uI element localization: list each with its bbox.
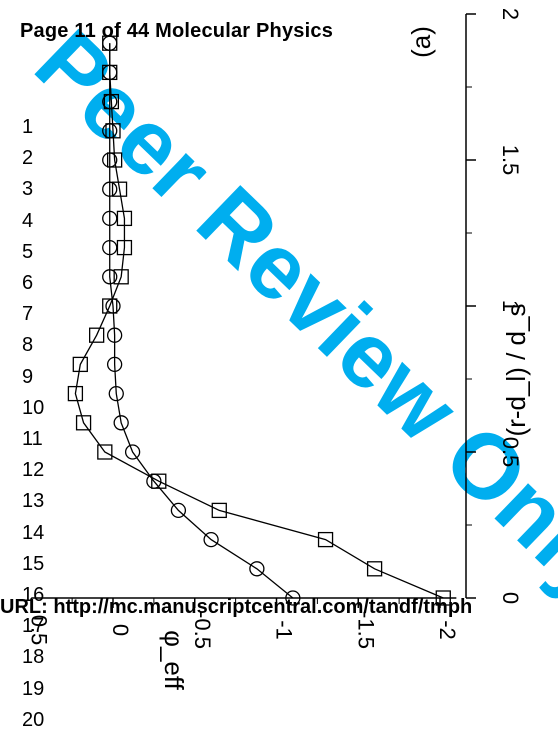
line-number: 5 [22,240,34,263]
y-axis-title: φ_eff [159,630,189,691]
square-marker [105,123,121,139]
y-tick-label: -1.5 [353,611,378,649]
x-tick-label: 0 [498,592,523,604]
circle-marker [102,210,118,227]
x-tick-label: 2 [498,8,523,20]
circle-marker [285,590,301,606]
line-number: 14 [22,521,45,544]
square-marker [72,356,88,373]
x-tick-label: 0.5 [498,437,523,468]
circle-marker [249,561,265,577]
square-marker [89,327,105,343]
line-number-column: 1 2 3 4 5 6 7 8 9 10 11 12 13 14 15 16 17 18 19 20 [22,112,62,736]
y-tick-label: 0 [108,624,133,636]
manuscript-page: Peer Review Only 0 0.5 1 1.5 2 0.5 0 -0.5 -1 -1.5… [0,8,558,731]
square-marker [116,210,133,227]
square-marker [75,415,92,431]
chart-canvas: Peer Review Only 00.511.520.5 0 -0.5 -1 -1.5… [16,8,558,691]
circle-marker [102,239,118,256]
square-marker [102,64,118,81]
plot-area: 0 0.5 1 1.5 2 0.5 0 -0.5 -1 -1.5 -2 (r-d_l) / d_s φ_… [26,8,531,691]
circle-marker [170,502,187,519]
line-number: 6 [22,272,34,295]
square-marker [435,590,451,606]
line-number: 3 [22,178,34,201]
circle-marker [106,356,123,373]
x-axis-title: (r-d_l) / d_s [501,304,531,437]
circle-marker [106,327,123,343]
circle-marker [102,269,118,285]
square-marker [116,239,133,256]
line-number: 15 [22,552,45,575]
square-marker [151,473,167,489]
square-marker [366,561,383,577]
square-marker [102,298,118,314]
line-number: 12 [22,459,45,482]
square-marker [113,269,129,285]
square-marker [97,444,113,460]
y-tick-label: -1 [272,620,297,640]
circle-marker [113,415,129,431]
circle-marker [203,531,219,548]
x-tick-label: 1 [498,300,523,312]
line-number: 16 [22,584,45,607]
footer-url[interactable]: URL: http://mc.manuscriptcentral.com/tan… [0,596,473,618]
line-number: 19 [22,677,45,700]
line-number: 20 [22,708,45,731]
y-tick-label: 0.5 [26,615,51,646]
square-marker [102,35,118,51]
page-header: Page 11 of 44 Molecular Physics [20,20,334,42]
circle-marker [108,385,124,402]
line-number: 7 [22,303,34,326]
y-tick-label: -2 [435,620,460,640]
square-marker [103,93,120,110]
line-number: 10 [22,396,45,419]
line-number: 8 [22,334,34,357]
line-number: 18 [22,646,45,669]
line-number: 11 [22,428,43,451]
square-marker [67,385,84,402]
circle-marker [124,444,141,460]
square-marker [211,502,227,519]
square-marker [317,531,334,548]
line-number: 17 [22,615,45,638]
x-tick-label: 1.5 [498,145,523,176]
circle-marker [102,181,118,197]
line-number: 1 [22,116,34,138]
square-marker [111,181,128,197]
line-number: 4 [22,209,34,232]
series-line-2 [74,43,444,599]
panel-label: (a) [406,26,436,58]
y-tick-label: -0.5 [190,611,215,649]
square-marker [106,152,123,168]
line-number: 2 [22,147,34,170]
line-number: 13 [22,490,45,513]
line-number: 9 [22,365,34,388]
